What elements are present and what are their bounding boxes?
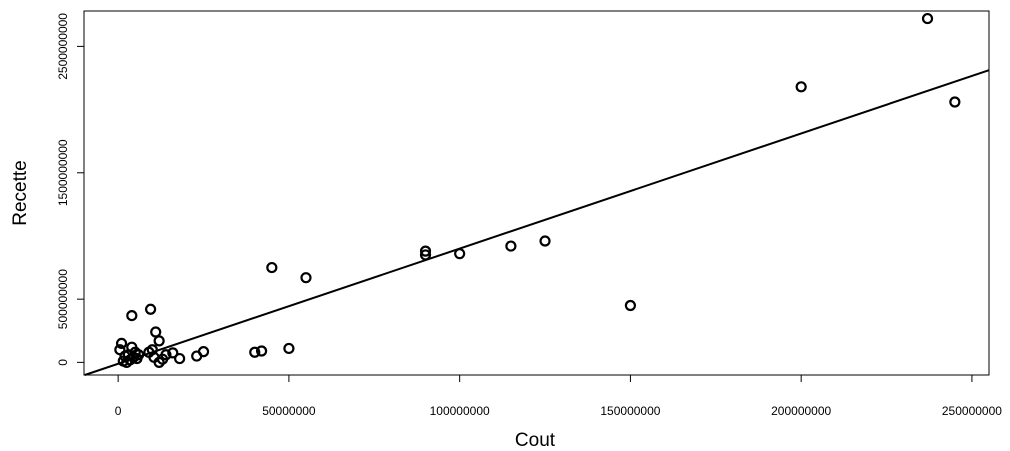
x-tick-label: 150000000 [600, 404, 660, 418]
data-point [921, 12, 934, 25]
data-point [174, 352, 186, 365]
plot-frame [83, 10, 990, 376]
data-point [266, 261, 278, 274]
y-tick-label: 1500000000 [56, 139, 70, 206]
data-point [115, 337, 128, 350]
data-point [419, 245, 432, 257]
regression-line [84, 69, 990, 376]
data-point [191, 350, 203, 362]
x-tick-label: 100000000 [430, 404, 490, 418]
data-point [153, 335, 165, 347]
y-axis-title: Recette [10, 160, 31, 225]
data-point [505, 240, 517, 252]
x-tick-label: 0 [115, 404, 122, 418]
data-points [114, 12, 961, 368]
data-point [150, 326, 162, 338]
regression-layer [84, 69, 990, 376]
data-point [300, 272, 312, 284]
data-point [126, 309, 138, 322]
data-point [143, 346, 155, 358]
y-tick-label: 2500000000 [56, 13, 70, 80]
data-point [454, 248, 466, 260]
x-tick-label: 200000000 [771, 404, 831, 418]
x-tick-label: 250000000 [942, 404, 1002, 418]
data-point [249, 346, 261, 358]
data-point [539, 235, 551, 247]
x-axis: 0 50000000 100000000 150000000 200000000 2500… [115, 374, 1002, 418]
data-point [167, 347, 179, 359]
data-point [795, 81, 807, 93]
data-point [117, 355, 129, 367]
data-point [114, 344, 126, 356]
y-axis: 0 500000000 1500000000 2500000000 [56, 13, 85, 366]
y-tick-label: 0 [56, 359, 70, 366]
data-point [255, 345, 268, 357]
y-tick-label: 500000000 [56, 269, 70, 329]
data-point [949, 96, 961, 108]
x-tick-label: 50000000 [262, 404, 316, 418]
data-point [419, 249, 432, 261]
data-point [283, 342, 295, 355]
data-point [144, 303, 157, 315]
x-axis-title: Cout [515, 430, 556, 451]
data-point [624, 299, 637, 312]
